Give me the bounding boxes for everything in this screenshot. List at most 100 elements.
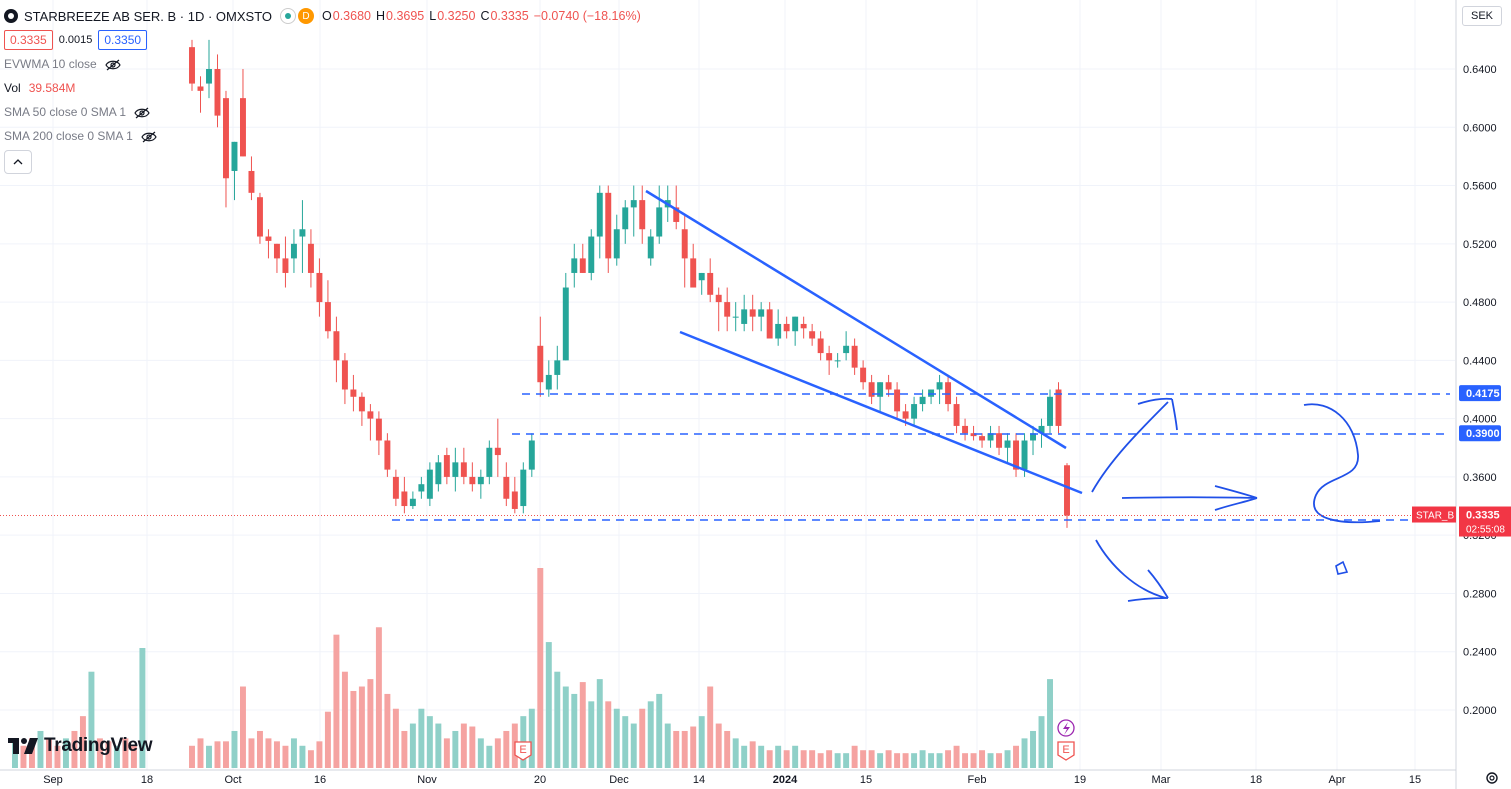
price-tick-label: 0.4800: [1463, 297, 1497, 309]
candle-body: [1064, 465, 1070, 516]
time-tick-label: 18: [141, 774, 153, 786]
candle-body: [928, 389, 935, 397]
volume-bar: [919, 750, 926, 768]
candle-body: [477, 476, 484, 485]
lightning-bolt: [1063, 722, 1070, 735]
candle-body: [775, 323, 782, 339]
currency-button[interactable]: SEK: [1462, 6, 1502, 26]
buy-price-button[interactable]: 0.3350: [98, 30, 148, 50]
hidden-eye-icon[interactable]: [141, 131, 157, 143]
data-delay-badge[interactable]: D: [298, 8, 315, 24]
candle-body: [282, 258, 289, 273]
collapse-legend-button[interactable]: [4, 150, 32, 174]
volume-bar: [775, 745, 782, 768]
volume-bars: [12, 568, 1053, 768]
candle-body: [605, 192, 612, 259]
last-price-tag: [1459, 506, 1511, 537]
volume-bar: [299, 745, 306, 768]
candle-body: [868, 382, 875, 397]
candle-body: [469, 476, 476, 485]
volume-bar: [460, 723, 467, 768]
volume-bar: [996, 753, 1003, 768]
volume-bar: [435, 723, 442, 768]
volume-bar: [979, 750, 986, 768]
volume-bar: [732, 738, 739, 768]
time-axis[interactable]: Sep 18 Oct 16 Nov 20 Dec 14 2024 15 Feb 19 Mar 18 Apr 1…: [0, 769, 1456, 786]
tradingview-logo[interactable]: TradingView: [8, 735, 153, 757]
candle-body: [749, 309, 756, 317]
time-tick-label: Apr: [1328, 774, 1345, 786]
time-tick-label: 15: [1409, 774, 1421, 786]
volume-bar: [545, 642, 552, 768]
volume-bar: [139, 648, 146, 768]
volume-bar: [562, 686, 569, 768]
candle-body: [860, 367, 867, 383]
volume-bar: [579, 682, 586, 768]
candle-body: [741, 309, 748, 324]
volume-bar: [324, 711, 331, 768]
candle-body: [673, 207, 680, 222]
symbol-logo-icon[interactable]: [4, 9, 18, 23]
countdown-text: 02:55:08: [1466, 525, 1505, 536]
wedge-lower-line: [679, 330, 1083, 495]
market-status-icon[interactable]: [280, 8, 297, 24]
volume-bar: [868, 750, 875, 768]
candle-body: [435, 462, 442, 485]
symbol-title[interactable]: STARBREEZE AB SER. B · 1D · OMXSTO: [24, 8, 273, 24]
candle-body: [273, 243, 280, 259]
time-tick-label: Oct: [224, 774, 241, 786]
candle-body: [316, 272, 323, 303]
candlesticks: [189, 39, 1070, 528]
candle-body: [511, 491, 518, 509]
volume-bar: [239, 686, 246, 768]
indicator-sma50[interactable]: SMA 50 close 0 SMA 1: [4, 100, 646, 124]
volume-bar: [426, 716, 433, 768]
volume-bar: [894, 753, 901, 768]
candle-body: [732, 316, 739, 318]
candle-body: [588, 236, 595, 273]
indicator-sma200[interactable]: SMA 200 close 0 SMA 1: [4, 124, 646, 148]
volume-bar: [936, 753, 943, 768]
volume-bar: [1047, 679, 1053, 768]
time-tick-label: 15: [860, 774, 872, 786]
candle-body: [800, 323, 807, 329]
candle-body: [656, 207, 663, 237]
volume-bar: [605, 701, 612, 768]
candle-body: [766, 309, 773, 339]
candle-body: [945, 382, 952, 405]
settings-gear-icon[interactable]: [1484, 770, 1500, 786]
candle-body: [953, 404, 960, 426]
sell-price-button[interactable]: 0.3335: [4, 30, 53, 50]
time-tick-label: Feb: [968, 774, 987, 786]
candle-body: [877, 382, 884, 397]
volume-bar: [596, 679, 603, 768]
volume-bar: [409, 723, 416, 768]
last-price-text: 0.3335: [1466, 510, 1500, 522]
candle-body: [392, 476, 399, 499]
volume-bar: [96, 738, 103, 768]
candle-body: [979, 436, 986, 441]
indicator-volume[interactable]: Vol 39.584M: [4, 81, 76, 95]
volume-bar: [37, 730, 44, 768]
time-tick-label: 19: [1074, 774, 1086, 786]
earnings-letter: E: [1062, 744, 1069, 756]
candle-body: [962, 425, 969, 434]
candle-body: [223, 98, 229, 179]
price-tag-text: 0.3900: [1466, 428, 1500, 440]
volume-bar: [248, 738, 255, 768]
volume-bar: [681, 730, 688, 768]
price-axis[interactable]: 0.20000.24000.28000.32000.36000.40000.44…: [1455, 0, 1497, 789]
candle-body: [690, 258, 697, 288]
hidden-eye-icon[interactable]: [134, 107, 150, 119]
hidden-eye-icon[interactable]: [105, 59, 121, 71]
chart-legend: STARBREEZE AB SER. B · 1D · OMXSTO D O 0.…: [4, 4, 646, 174]
indicator-evwma[interactable]: EVWMA 10 close: [4, 52, 646, 76]
symbol-tag-text: STAR_B: [1416, 511, 1454, 522]
time-tick-label: 18: [1250, 774, 1262, 786]
volume-bar: [333, 634, 340, 768]
candle-body: [715, 294, 722, 303]
volume-bar: [843, 753, 850, 768]
open-value: 0.3680: [332, 9, 371, 23]
